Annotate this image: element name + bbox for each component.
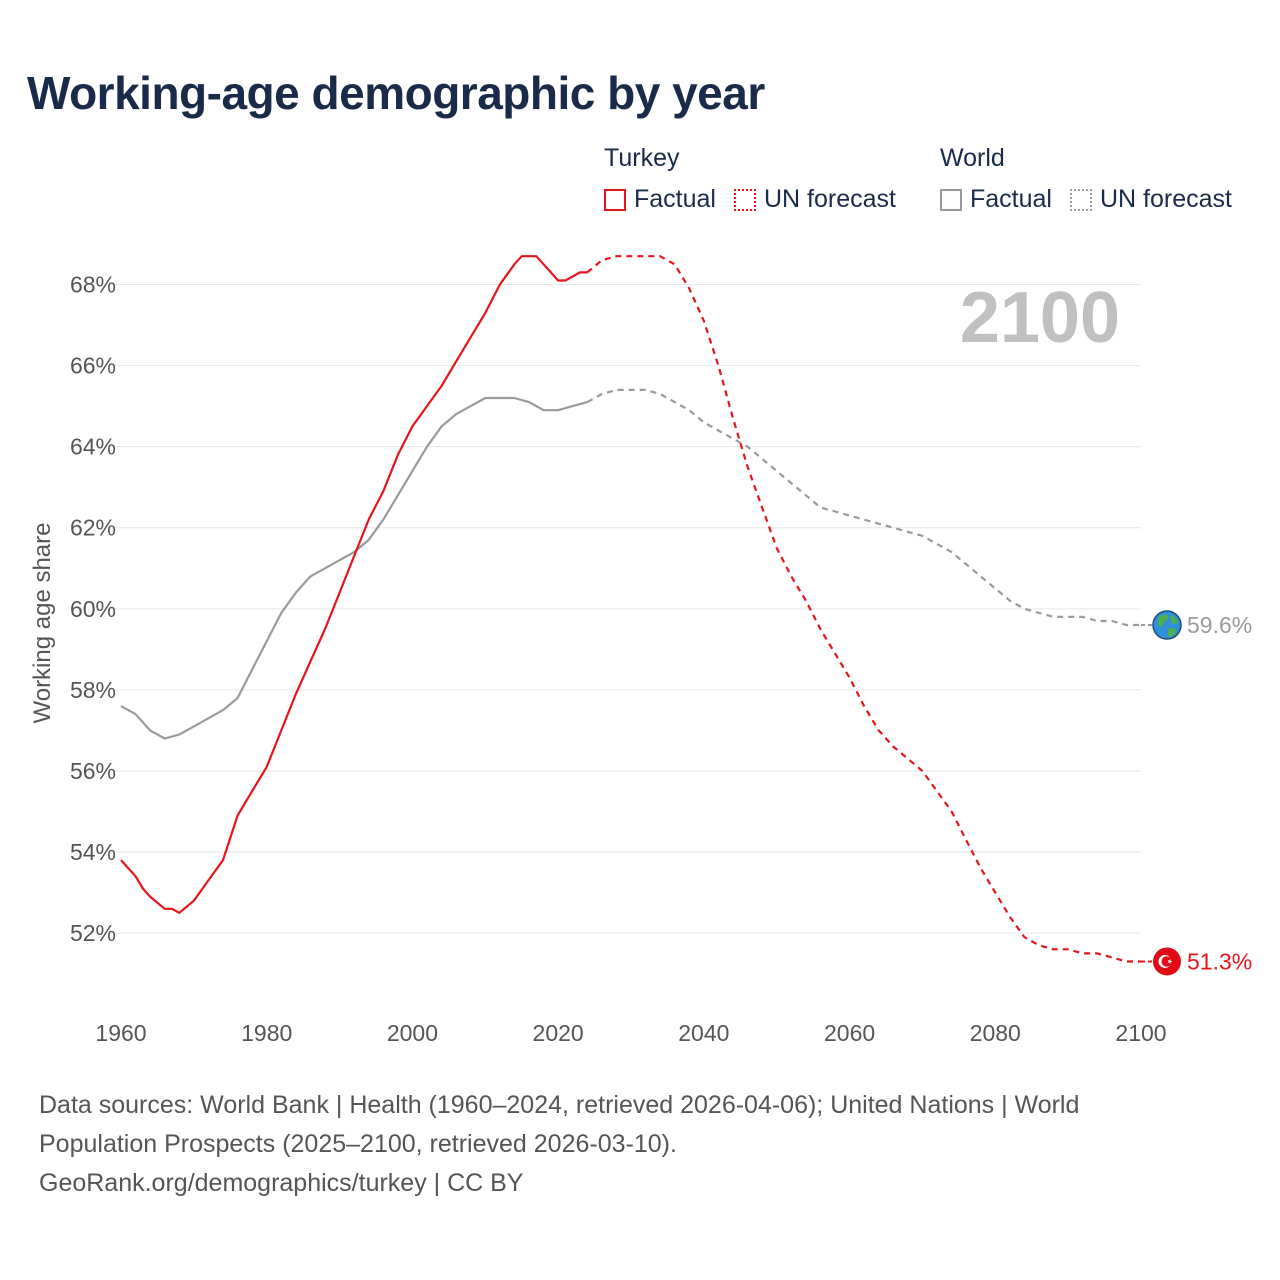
globe-land-south — [1168, 627, 1176, 638]
sources-line-1: Data sources: World Bank | Health (1960–… — [39, 1091, 1080, 1119]
legend-item-world-forecast[interactable]: UN forecast — [1069, 185, 1232, 214]
y-tick-label-62: 62% — [70, 515, 116, 541]
y-tick-label-66: 66% — [70, 353, 116, 379]
x-tick-label-2100: 2100 — [1115, 1020, 1166, 1046]
legend-group-turkey: Turkey Factual UN forecast — [604, 144, 914, 214]
line-chart: 2100 52% 54% 56% 58% 60% 62% 64% 66% 68% 1960 198… — [29, 255, 1252, 1046]
world-end-value-label: 59.6% — [1187, 612, 1252, 638]
globe-land-west — [1158, 614, 1169, 628]
current-year-label: 2100 — [960, 278, 1120, 358]
y-axis-label: Working age share — [29, 523, 56, 724]
legend-swatch-world-factual — [940, 188, 962, 211]
world-factual-line — [120, 396, 588, 740]
legend-swatch-turkey-forecast — [733, 188, 756, 211]
legend-label-world-forecast: UN forecast — [1099, 185, 1232, 213]
legend-swatch-turkey-factual — [604, 188, 626, 211]
end-markers: 51.3% 59.6% — [1141, 610, 1252, 976]
legend-swatch-world-forecast — [1069, 188, 1092, 211]
y-tick-label-68: 68% — [70, 272, 116, 298]
legend-group-world: World Factual UN forecast — [940, 144, 1232, 214]
legend-item-world-factual[interactable]: Factual — [940, 185, 1052, 214]
flag-star — [1167, 958, 1173, 965]
y-tick-label-58: 58% — [70, 677, 116, 703]
x-tick-label-2080: 2080 — [970, 1020, 1021, 1046]
chart-title: Working-age demographic by year — [27, 67, 765, 119]
turkey-forecast-line — [586, 255, 1141, 963]
x-tick-label-1960: 1960 — [95, 1020, 146, 1046]
legend-label-world-factual: Factual — [970, 185, 1052, 213]
x-tick-label-2000: 2000 — [387, 1020, 438, 1046]
legend-label-turkey-factual: Factual — [634, 185, 716, 213]
y-tick-label-54: 54% — [70, 839, 116, 865]
x-tick-label-2020: 2020 — [533, 1020, 584, 1046]
x-axis-ticks: 1960 1980 2000 2020 2040 2060 2080 2100 — [95, 1020, 1166, 1046]
y-tick-label-56: 56% — [70, 758, 116, 784]
globe-icon — [1152, 610, 1182, 640]
flag-crescent-inner — [1161, 956, 1172, 967]
y-tick-label-52: 52% — [70, 920, 116, 946]
y-tick-label-64: 64% — [70, 434, 116, 460]
legend-label-turkey-forecast: UN forecast — [763, 185, 896, 213]
x-tick-label-2060: 2060 — [824, 1020, 875, 1046]
data-sources: Data sources: World Bank | Health (1960–… — [39, 1086, 1239, 1203]
legend-item-turkey-forecast[interactable]: UN forecast — [733, 185, 896, 214]
world-forecast-line — [586, 388, 1141, 627]
y-tick-label-60: 60% — [70, 596, 116, 622]
turkey-factual-line — [120, 255, 588, 914]
turkey-flag-icon — [1153, 947, 1181, 976]
globe-land-north — [1170, 615, 1178, 625]
legend-heading-turkey: Turkey — [604, 144, 680, 172]
grid-lines — [110, 284, 1141, 934]
series-lines — [120, 255, 1141, 963]
sources-line-2: Population Prospects (2025–2100, retriev… — [39, 1130, 677, 1158]
sources-line-3[interactable]: GeoRank.org/demographics/turkey | CC BY — [39, 1169, 524, 1197]
legend-heading-world: World — [940, 144, 1005, 172]
y-axis-ticks: 52% 54% 56% 58% 60% 62% 64% 66% 68% — [70, 272, 116, 947]
x-tick-label-1980: 1980 — [241, 1020, 292, 1046]
legend-item-turkey-factual[interactable]: Factual — [604, 185, 716, 214]
turkey-end-value-label: 51.3% — [1187, 948, 1252, 974]
x-tick-label-2040: 2040 — [678, 1020, 729, 1046]
